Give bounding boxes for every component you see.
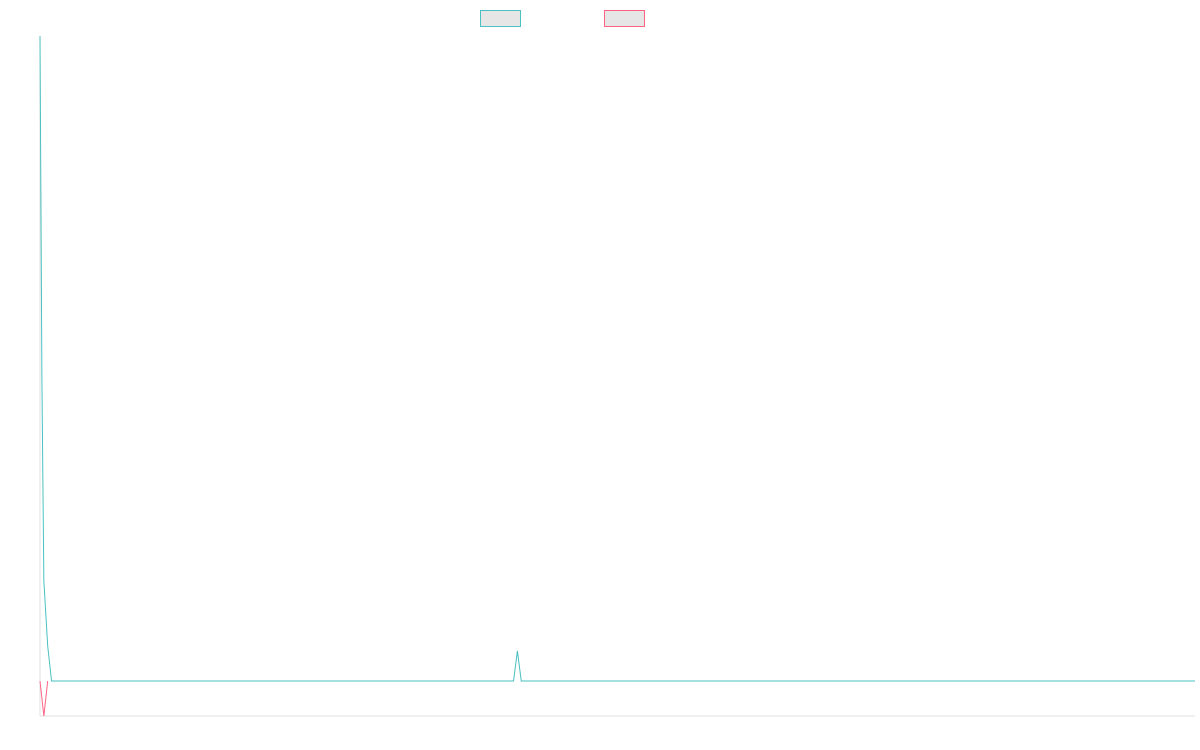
legend-swatch-2[interactable] xyxy=(604,10,645,27)
series-layer xyxy=(39,35,1195,717)
series-line-1 xyxy=(39,35,1195,682)
legend-swatch-1[interactable] xyxy=(480,10,521,27)
axes xyxy=(39,36,1195,717)
legend[interactable] xyxy=(480,10,645,27)
series-line-2 xyxy=(39,680,49,717)
